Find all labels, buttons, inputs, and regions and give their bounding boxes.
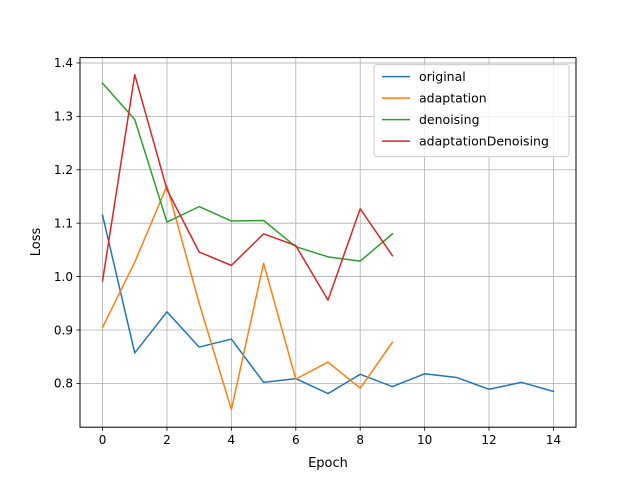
legend-box [373,64,570,158]
x-tick-label: 14 [546,433,561,447]
y-axis-ticks: 0.8 0.9 1.0 1.1 1.2 1.3 1.4 [54,56,80,391]
legend-label: denoising [419,112,480,127]
x-tick-label: 2 [163,433,171,447]
series-line-adaptation [101,185,394,411]
x-tick-label: 6 [292,433,300,447]
y-tick-label: 1.4 [54,56,73,70]
x-tick-label: 8 [356,433,364,447]
legend-label: adaptationDenoising [419,134,549,149]
y-axis-label: Loss [29,228,44,257]
y-tick-label: 1.1 [54,216,73,230]
y-tick-label: 0.8 [54,377,73,391]
x-tick-label: 4 [228,433,236,447]
series-line-original [101,214,555,395]
y-tick-label: 1.0 [54,270,73,284]
y-tick-label: 0.9 [54,323,73,337]
legend-label: adaptation [419,91,487,106]
legend-label: original [419,69,466,84]
x-axis-label: Epoch [308,456,348,471]
x-axis-ticks: 0 2 4 6 8 10 12 14 [99,427,561,447]
series-line-denoising [101,82,394,262]
plot-area-frame [79,57,577,428]
x-tick-label: 10 [417,433,432,447]
legend: original adaptation denoising adaptationDen… [373,64,570,158]
x-tick-label: 12 [481,433,496,447]
series-lines [101,73,555,411]
series-line-adaptationDenoising [101,73,394,301]
x-tick-label: 0 [99,433,107,447]
y-tick-label: 1.2 [54,163,73,177]
y-tick-label: 1.3 [54,110,73,124]
